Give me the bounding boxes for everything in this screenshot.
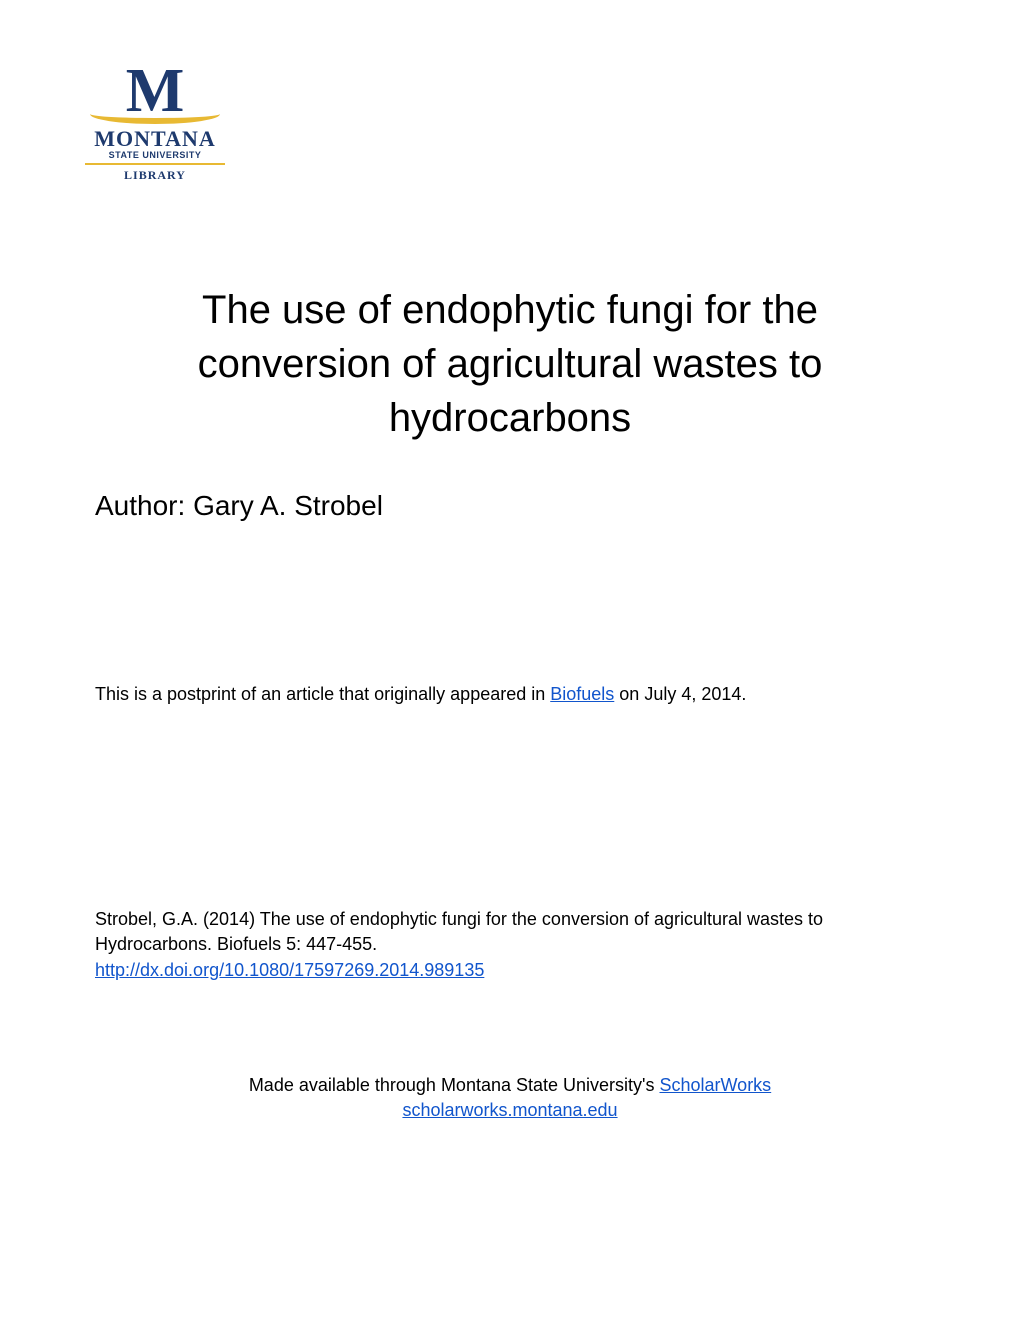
author-name: Gary A. Strobel [193, 490, 383, 521]
citation-block: Strobel, G.A. (2014) The use of endophyt… [95, 907, 925, 983]
author-label: Author: [95, 490, 193, 521]
availability-notice: Made available through Montana State Uni… [95, 1073, 925, 1123]
postprint-notice: This is a postprint of an article that o… [95, 682, 925, 707]
citation-text: Strobel, G.A. (2014) The use of endophyt… [95, 907, 925, 957]
doi-link[interactable]: http://dx.doi.org/10.1080/17597269.2014.… [95, 960, 484, 980]
logo-letter-m: M [75, 60, 235, 122]
author-line: Author: Gary A. Strobel [95, 490, 925, 522]
logo-divider [85, 163, 225, 165]
postprint-prefix: This is a postprint of an article that o… [95, 684, 550, 704]
institution-logo: M MONTANA STATE UNIVERSITY LIBRARY [75, 60, 925, 183]
scholarworks-link[interactable]: ScholarWorks [659, 1075, 771, 1095]
journal-link[interactable]: Biofuels [550, 684, 614, 704]
logo-text-library: LIBRARY [75, 168, 235, 183]
logo-text-montana: MONTANA [75, 126, 235, 152]
document-title: The use of endophytic fungi for the conv… [95, 283, 925, 445]
availability-prefix: Made available through Montana State Uni… [249, 1075, 660, 1095]
scholarworks-url[interactable]: scholarworks.montana.edu [402, 1100, 617, 1120]
postprint-suffix: on July 4, 2014. [614, 684, 746, 704]
